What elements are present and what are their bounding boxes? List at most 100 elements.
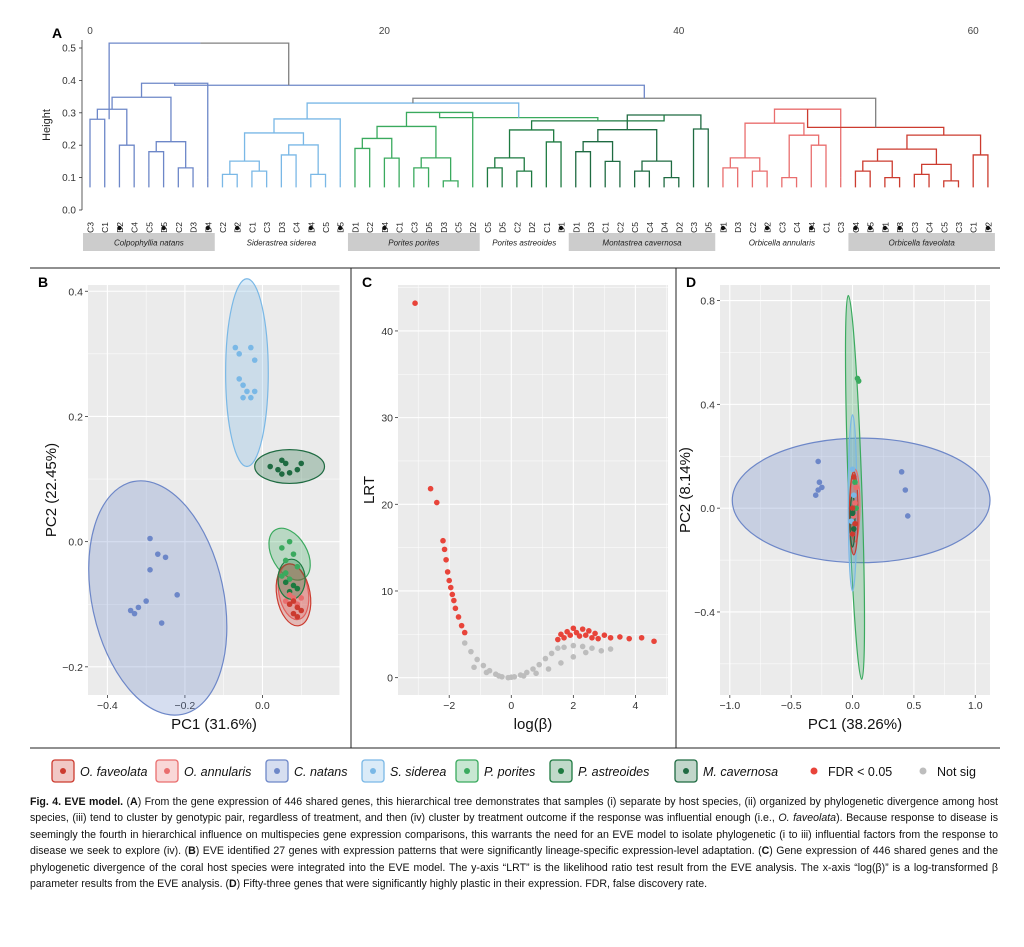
dendro-leaf-label: C5 — [321, 222, 331, 233]
dendro-branch — [383, 157, 400, 188]
ellipse-siderea — [225, 278, 269, 468]
caption-text-d: ) Fifty-three genes that were significan… — [236, 878, 708, 891]
dendro-leaf-label: C3 — [689, 222, 699, 233]
plot-background-c — [398, 285, 668, 695]
point-cavernosa — [275, 466, 281, 473]
dendro-leaf-label: D2 — [674, 222, 684, 233]
caption-text-a2: ). Because response to disease is seemin… — [30, 812, 999, 858]
point-siderea — [240, 382, 246, 388]
dendro-branch — [494, 157, 525, 172]
point-notsig — [589, 645, 595, 651]
axis-a-xtick-label: 60 — [968, 26, 980, 37]
point-faveolata — [298, 607, 305, 614]
axis-a-xtick-label: 0 — [87, 26, 93, 37]
dendro-branch — [692, 128, 709, 188]
panel-label-a: A — [52, 25, 62, 41]
ytick-label-b: 0.0 — [68, 537, 83, 549]
dendro-treatment-dot — [720, 225, 726, 231]
point-notsig — [545, 666, 552, 672]
xtick-label-c: 4 — [632, 700, 638, 712]
dendro-leaf-label: D1 — [571, 222, 581, 233]
legend-label: O. annularis — [184, 765, 251, 779]
point-natans — [812, 492, 819, 498]
point-natans — [902, 487, 909, 493]
legend-key-dot — [919, 767, 927, 775]
dendro-leaf-label: D5 — [704, 222, 714, 233]
point-astreoides — [282, 579, 289, 586]
point-fdr — [452, 605, 459, 612]
dendro-leaf-label: C4 — [925, 222, 935, 233]
point-natans — [154, 551, 161, 557]
axis-a-ytick-label: 0.5 — [62, 44, 76, 55]
dendro-branch — [943, 180, 960, 188]
dendro-leaf-label: C2 — [174, 222, 184, 233]
caption-italic-a: O. faveolata — [778, 812, 837, 825]
point-natans — [815, 458, 821, 465]
dendro-branch — [229, 160, 260, 175]
ylabel-c: LRT — [361, 476, 378, 504]
dendro-branch — [118, 144, 135, 188]
point-porites — [855, 378, 862, 384]
dendro-species-label: Orbicella annularis — [749, 239, 815, 248]
legend-label: FDR < 0.05 — [828, 765, 892, 779]
point-porites — [282, 557, 289, 564]
dendro-branch — [413, 167, 430, 188]
point-fdr — [412, 300, 418, 307]
dendro-leaf-label: D2 — [468, 222, 478, 233]
point-notsig — [533, 670, 539, 677]
dendro-leaf-label: D3 — [189, 222, 199, 233]
point-fdr — [449, 591, 456, 598]
legend-key-dot — [683, 768, 689, 774]
caption-title: Fig. 4. EVE model. — [30, 796, 124, 808]
point-annularis — [286, 592, 293, 598]
ytick-label-c: 0 — [387, 673, 393, 685]
point-notsig — [536, 661, 543, 668]
figure-canvas: A0.00.10.20.30.40.5Height0204060C3C1D2C4… — [30, 25, 1000, 783]
dendro-treatment-dot — [338, 225, 343, 231]
point-cavernosa — [279, 457, 285, 464]
dendro-branch — [89, 118, 106, 188]
dendro-leaf-label: D2 — [527, 222, 537, 233]
xtick-label-c: −2 — [443, 700, 455, 712]
dendro-leaf-label: C4 — [645, 222, 655, 233]
dendro-branch — [354, 147, 371, 188]
dendro-branch — [862, 160, 893, 178]
dendro-branch — [744, 122, 805, 158]
caption-text-b: ) EVE identified 27 genes with expressio… — [195, 845, 762, 858]
point-notsig — [598, 647, 605, 654]
point-notsig — [520, 673, 527, 679]
caption-label-c: C — [761, 845, 770, 858]
panel-a-dendrogram: A0.00.10.20.30.40.5Height0204060C3C1D2C4… — [30, 25, 1000, 749]
dendro-leaf-label: C4 — [130, 222, 140, 233]
dendro-branch — [486, 167, 503, 188]
point-fdr — [567, 632, 574, 638]
xtick-label-d: 1.0 — [968, 700, 983, 712]
dendro-leaf-label: C4 — [292, 222, 302, 233]
caption-text-c: ) Gene expression of 446 shared genes an… — [30, 845, 998, 891]
point-siderea — [248, 344, 254, 351]
axis-a-ytick-label: 0.1 — [62, 173, 76, 184]
ytick-label-c: 40 — [381, 326, 393, 338]
dendro-species-label: Colpophyllia natans — [114, 239, 184, 248]
dendro-species-box — [215, 233, 348, 251]
point-faveolata — [849, 505, 856, 511]
dendro-leaf-label: C2 — [365, 222, 375, 233]
caption-label-b: B — [188, 845, 196, 858]
point-cavernosa — [850, 526, 857, 532]
panel-label-c: C — [362, 274, 372, 290]
caption-label-a: A — [130, 796, 138, 808]
dendro-treatment-dot — [882, 225, 888, 231]
dendro-treatment-dot — [382, 225, 387, 231]
dendro-leaf-label: C4 — [792, 222, 802, 233]
panel-label-d: D — [686, 274, 696, 290]
dendro-treatment-dot — [853, 225, 858, 231]
point-notsig — [579, 643, 586, 650]
point-cavernosa — [286, 469, 293, 476]
point-fdr — [576, 633, 583, 639]
ytick-label-d: 0.8 — [700, 296, 715, 308]
point-fdr — [447, 584, 454, 591]
panel-label-b: B — [38, 274, 48, 290]
dendro-species-box — [568, 233, 716, 251]
dendro-branch — [545, 141, 562, 188]
